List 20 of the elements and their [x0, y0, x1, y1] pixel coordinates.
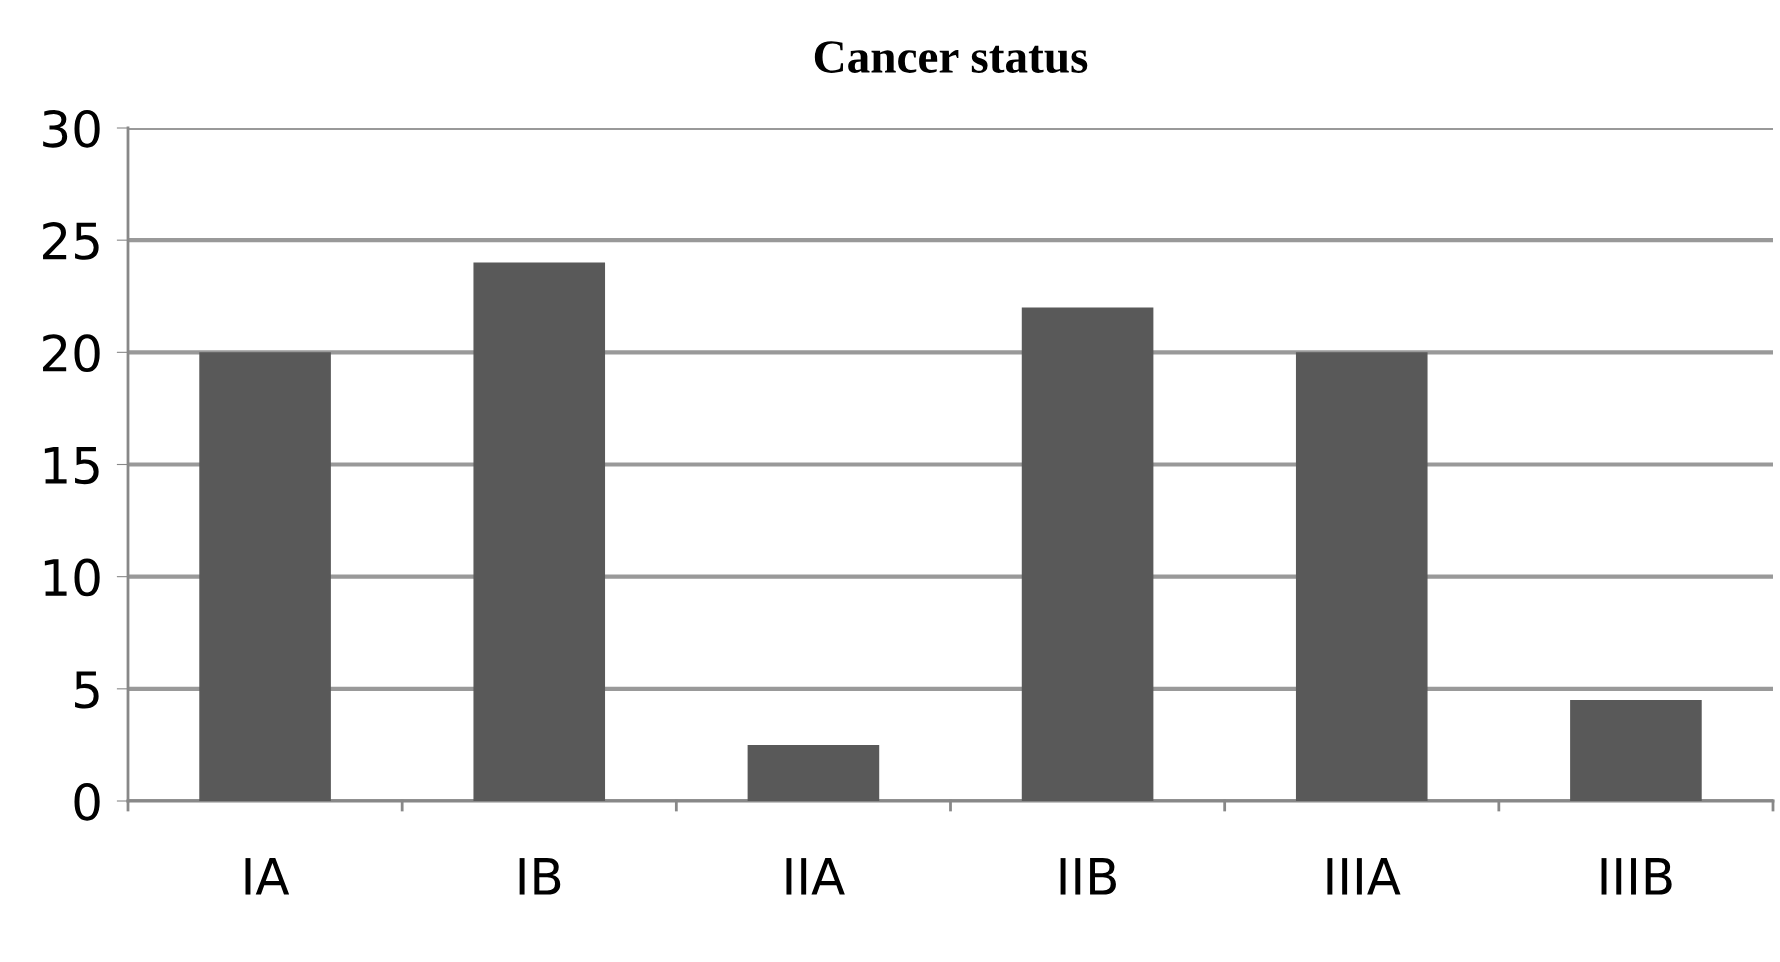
- bar: [473, 262, 606, 801]
- y-tick-label: 5: [75, 671, 99, 709]
- bar: [199, 352, 331, 801]
- x-tick-label: IIIA: [1327, 858, 1401, 895]
- x-tick-label: IA: [245, 858, 290, 895]
- bar: [1570, 700, 1702, 801]
- y-tick-label: 20: [43, 334, 100, 373]
- y-tick-label: 30: [43, 109, 100, 148]
- y-tick-label: 25: [43, 222, 99, 260]
- y-tick-label: 15: [44, 447, 99, 485]
- bar: [1295, 352, 1428, 801]
- x-tick-label: IIB: [1060, 858, 1116, 895]
- y-tick-label: 0: [74, 782, 100, 821]
- bar: [747, 744, 880, 801]
- bar: [1021, 307, 1154, 801]
- x-tick-label: IB: [519, 858, 561, 895]
- x-tick-label: IIIB: [1601, 858, 1672, 895]
- y-tick-label: 10: [44, 558, 100, 597]
- chart-title: Cancer status: [814, 41, 1088, 74]
- x-tick-label: IIA: [786, 858, 845, 895]
